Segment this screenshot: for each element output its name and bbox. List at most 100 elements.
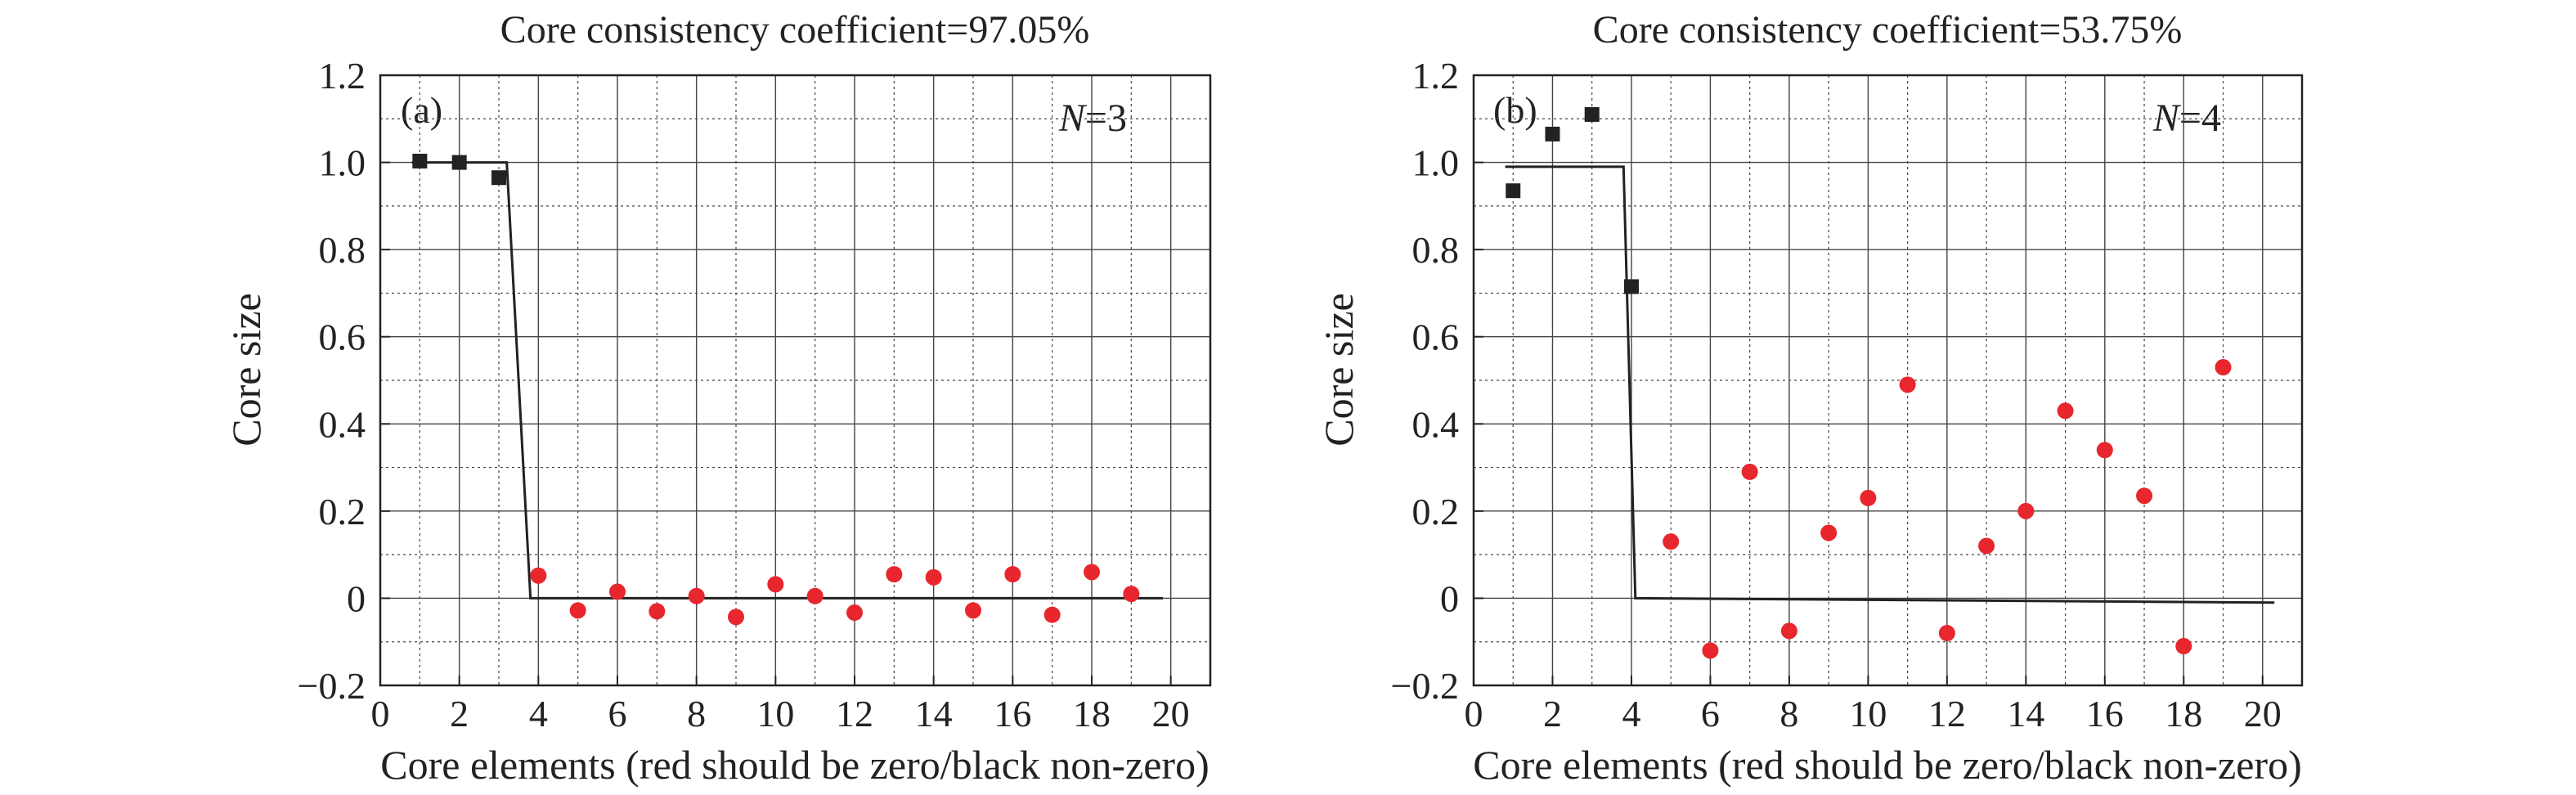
black-square-point (1506, 183, 1521, 199)
x-tick-label: 8 (1779, 693, 1798, 734)
plot-frame (379, 74, 1212, 687)
red-circle-point (1741, 463, 1758, 480)
red-circle-point (2096, 442, 2113, 459)
y-tick-label: 0.6 (319, 317, 366, 358)
red-circle-point (1820, 524, 1838, 541)
black-square-point (1545, 126, 1560, 141)
red-circle-point (886, 566, 903, 583)
y-tick-label: 1.0 (1412, 142, 1460, 184)
red-circle-point (965, 602, 981, 619)
black-square-point (491, 170, 506, 186)
red-circle-point (648, 603, 666, 620)
ideal-core-line (1505, 165, 2275, 604)
y-tick-label: 1.2 (1412, 55, 1460, 97)
black-square-point (451, 155, 467, 170)
y-tick-label: 0.4 (319, 403, 366, 445)
red-circle-point (728, 609, 744, 626)
y-axis-label: Core size (1316, 293, 1362, 446)
chart-title: Core consistency coefficient=53.75% (1593, 8, 2183, 52)
y-tick-label: 1.0 (319, 142, 366, 184)
y-tick-label: −0.2 (1391, 665, 1459, 707)
red-circle-point (1899, 376, 1916, 393)
y-tick-label: 1.2 (319, 55, 366, 97)
chart-title: Core consistency coefficient=97.05% (500, 8, 1090, 52)
x-tick-label: 0 (1465, 693, 1483, 734)
x-tick-label: 16 (2086, 693, 2124, 734)
n-variable: N (1058, 97, 1088, 140)
red-circle-point (2175, 638, 2192, 655)
y-tick-label: 0.2 (1412, 491, 1460, 532)
x-tick-label: 2 (1543, 693, 1562, 734)
red-circle-point (1084, 564, 1100, 581)
red-circle-point (806, 587, 824, 604)
red-circle-point (767, 576, 784, 593)
y-tick-label: 0 (347, 577, 366, 619)
chart-panel-b: Core consistency coefficient=53.75% Core… (1316, 8, 2304, 788)
x-tick-label: 4 (1622, 693, 1640, 734)
y-tick-label: 0.2 (319, 491, 366, 532)
red-circle-point (1702, 642, 1719, 659)
x-tick-label: 16 (994, 693, 1031, 734)
y-tick-label: 0.8 (319, 229, 366, 271)
n-annotation: N=3 (1058, 97, 1127, 140)
panel-tag: (a) (401, 89, 442, 131)
black-square-point (1623, 279, 1639, 294)
red-circle-point (688, 587, 705, 604)
x-tick-label: 18 (1073, 693, 1111, 734)
ticks: 0 2 4 6 8 10 12 14 16 18 20−0.200.20.40.60.81.01.2 (1391, 55, 2282, 734)
red-circle-point (609, 583, 626, 600)
red-circle-point (1978, 537, 1995, 555)
x-tick-label: 12 (836, 693, 873, 734)
x-tick-label: 2 (450, 693, 469, 734)
red-circle-point (846, 604, 863, 622)
red-circle-point (569, 602, 586, 619)
red-circle-point (2017, 502, 2035, 519)
red-circle-point (2136, 487, 2153, 505)
x-tick-label: 20 (1152, 693, 1190, 734)
x-tick-label: 8 (687, 693, 706, 734)
x-tick-label: 6 (1701, 693, 1720, 734)
red-circle-point (2057, 402, 2074, 420)
x-tick-label: 18 (2165, 693, 2202, 734)
x-axis-label: Core elements (red should be zero/black … (1473, 742, 2301, 788)
plot-frame (1472, 74, 2304, 687)
x-tick-label: 0 (371, 693, 390, 734)
y-tick-label: −0.2 (298, 665, 366, 707)
y-tick-label: 0 (1440, 577, 1459, 619)
red-circle-point (1043, 606, 1061, 623)
chart-panel-a: Core consistency coefficient=97.05% Core… (223, 8, 1212, 788)
x-tick-label: 20 (2244, 693, 2282, 734)
red-circle-point (1780, 622, 1797, 640)
red-circle-point (1004, 566, 1021, 583)
red-circle-point (530, 567, 547, 584)
x-tick-label: 6 (608, 693, 627, 734)
x-tick-label: 12 (1928, 693, 1966, 734)
black-square-point (412, 153, 428, 168)
y-tick-label: 0.4 (1412, 403, 1460, 445)
grid (1474, 75, 2302, 685)
red-circle-point (1860, 489, 1877, 506)
red-circle-point (925, 568, 942, 586)
x-tick-label: 10 (1849, 693, 1887, 734)
red-circle-point (2215, 359, 2232, 376)
y-tick-label: 0.6 (1412, 317, 1460, 358)
ticks: 0 2 4 6 8 10 12 14 16 18 20−0.200.20.40.60.81.01.2 (298, 55, 1190, 734)
red-circle-point (1663, 533, 1680, 550)
n-variable: N (2152, 97, 2182, 140)
grid (380, 75, 1210, 685)
red-circle-point (1123, 586, 1140, 603)
y-axis-label: Core size (223, 293, 269, 446)
black-square-point (1584, 106, 1600, 122)
y-tick-label: 0.8 (1412, 229, 1460, 271)
x-tick-label: 14 (2007, 693, 2044, 734)
n-annotation: N=4 (2152, 97, 2221, 140)
x-axis-label: Core elements (red should be zero/black … (380, 742, 1209, 788)
x-tick-label: 14 (915, 693, 953, 734)
panel-tag: (b) (1493, 89, 1537, 131)
data-points (412, 153, 1140, 626)
x-tick-label: 4 (529, 693, 548, 734)
x-tick-label: 10 (756, 693, 794, 734)
n-value: =4 (2179, 97, 2221, 140)
data-points (1506, 106, 2232, 659)
